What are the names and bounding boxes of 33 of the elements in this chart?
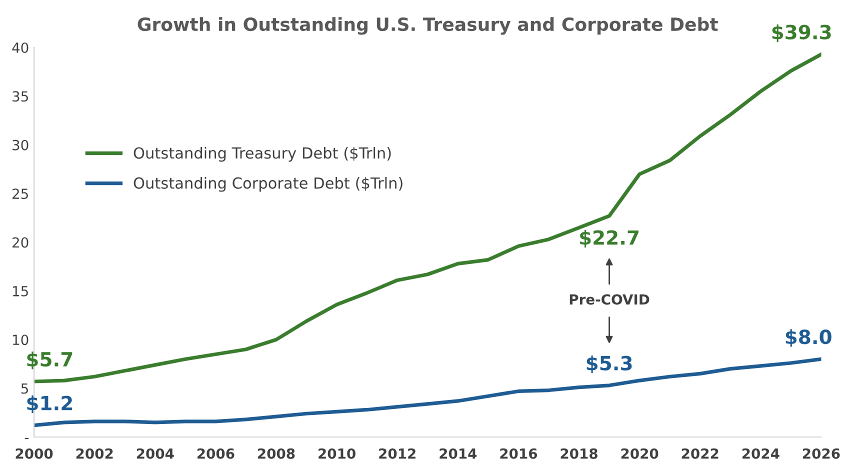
y-tick-label: 35 (12, 91, 28, 102)
legend-label: Outstanding Treasury Debt ($Trln) (134, 146, 391, 162)
y-tick-label: 40 (12, 42, 28, 53)
x-tick-label: 2004 (136, 448, 174, 459)
y-tick-label: 30 (12, 140, 28, 150)
annotation: $8.0 (786, 329, 832, 347)
x-tick-label: 2020 (621, 448, 658, 459)
y-tick-label: 20 (12, 237, 28, 248)
x-tick-label: 2000 (16, 448, 53, 459)
y-tick-label: - (24, 438, 28, 440)
x-tick-label: 2010 (318, 448, 356, 459)
annotation: $39.3 (772, 24, 831, 42)
x-tick-label: 2006 (197, 448, 234, 459)
legend-label: Outstanding Corporate Debt ($Trln) (134, 177, 402, 192)
x-tick-label: 2024 (742, 448, 780, 459)
chart-title: Growth in Outstanding U.S. Treasury and Corporate Debt (138, 17, 718, 35)
annotation: $5.7 (27, 352, 72, 370)
annotation: $5.3 (586, 355, 632, 374)
y-tick-label: 25 (12, 188, 28, 200)
annotation: $1.2 (27, 395, 72, 414)
annotation: $22.7 (580, 230, 638, 248)
x-tick-label: 2014 (440, 448, 477, 459)
x-tick-label: 2002 (76, 448, 113, 459)
x-tick-label: 2022 (682, 448, 718, 459)
x-tick-label: 2012 (379, 448, 416, 459)
y-tick-label: 5 (21, 383, 28, 394)
annotation: Pre-COVID (570, 294, 650, 305)
x-tick-label: 2016 (500, 448, 538, 459)
x-tick-label: 2018 (560, 448, 598, 459)
y-tick-label: 15 (13, 286, 28, 296)
x-tick-label: 2026 (802, 448, 840, 459)
y-tick-label: 10 (13, 334, 28, 346)
x-tick-label: 2008 (258, 448, 295, 459)
